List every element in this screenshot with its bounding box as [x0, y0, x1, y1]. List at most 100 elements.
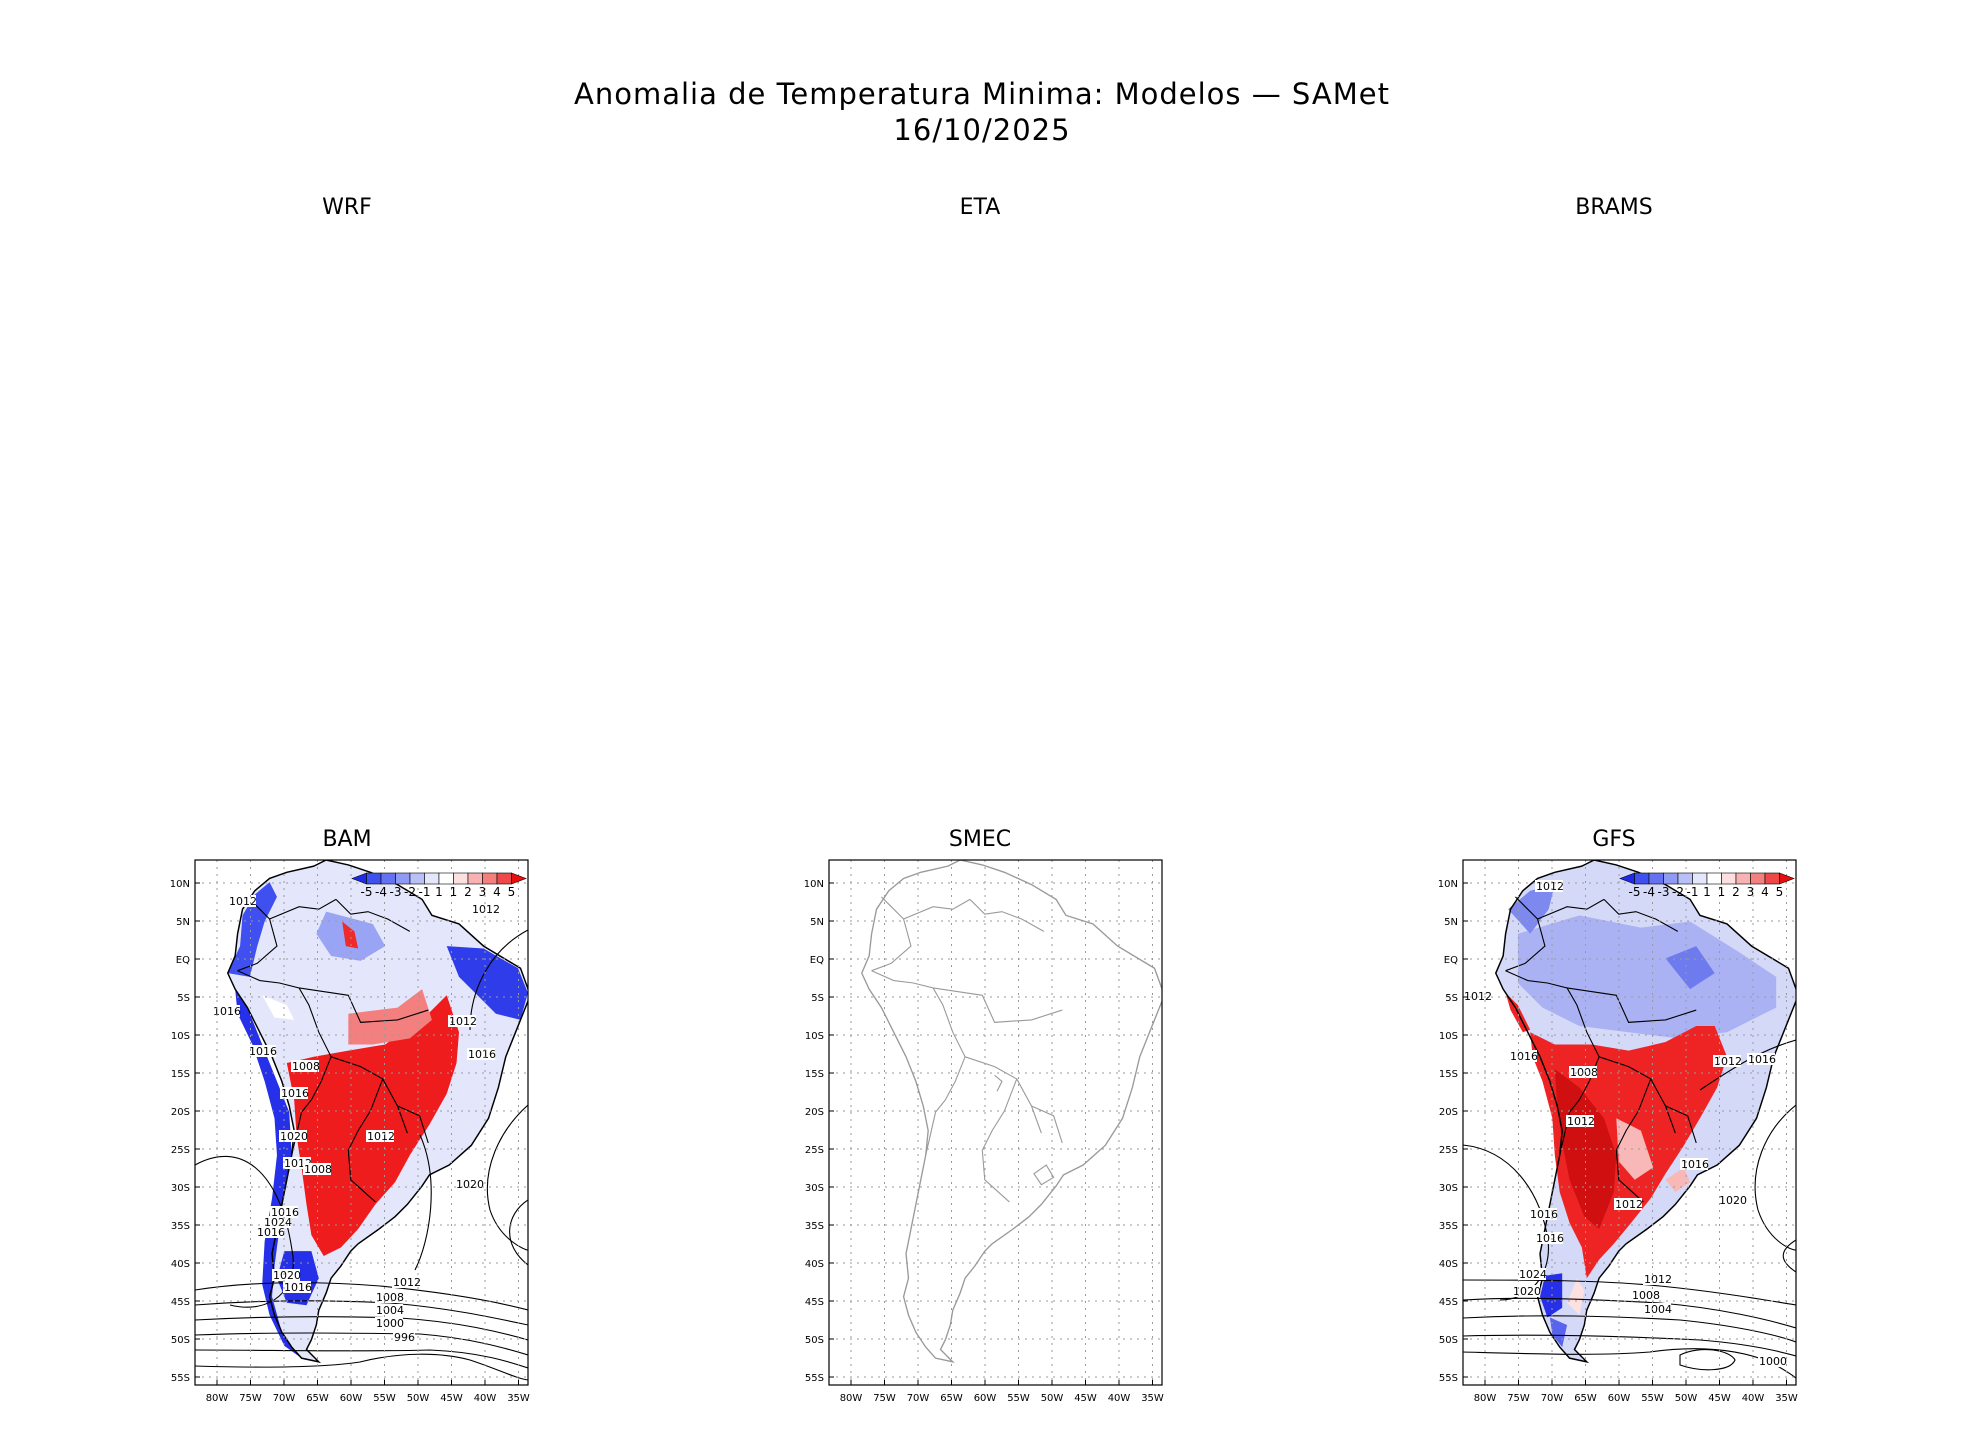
lat-tick-label: 50S	[805, 1335, 824, 1346]
isobar-label: 1016	[213, 1005, 241, 1018]
lat-tick-label: 40S	[171, 1259, 190, 1270]
lat-tick-label: 35S	[805, 1221, 824, 1232]
isobar-label: 1012	[1567, 1115, 1595, 1128]
colorbar-label: 5	[508, 885, 516, 899]
colorbar-swatch	[496, 872, 512, 885]
isobar-label: 1012	[1615, 1198, 1643, 1211]
bam-frame	[194, 859, 529, 1386]
isobar-label: 1020	[280, 1130, 308, 1143]
lat-tick-label: EQ	[176, 955, 190, 966]
smec-gridlines	[829, 860, 1162, 1385]
colorbar-label: -5	[361, 885, 373, 899]
colorbar-label: 1	[1703, 885, 1711, 899]
colorbar-label: 1	[1718, 885, 1726, 899]
lon-tick-label: 65W	[1574, 1393, 1597, 1404]
lat-tick-label: 50S	[171, 1335, 190, 1346]
lat-tick-label: 10N	[170, 879, 190, 890]
lat-tick-label: 5S	[177, 993, 190, 1004]
lat-tick-label: 30S	[805, 1183, 824, 1194]
lat-tick-label: 35S	[1439, 1221, 1458, 1232]
lat-tick-label: 15S	[1439, 1069, 1458, 1080]
isobar-label: 1008	[292, 1060, 320, 1073]
isobar-label: 1012	[472, 903, 500, 916]
lon-tick-label: 60W	[340, 1393, 363, 1404]
isobar-label: 1020	[1719, 1194, 1747, 1207]
colorbar-label: 2	[464, 885, 472, 899]
colorbar-swatch	[424, 872, 440, 885]
colorbar-swatch	[467, 872, 483, 885]
colorbar-label: -1	[419, 885, 431, 899]
isobar-label: 1012	[1714, 1055, 1742, 1068]
colorbar-swatch	[395, 872, 411, 885]
isobar-label: 1012	[1644, 1273, 1672, 1286]
isobar-label: 1008	[1632, 1289, 1660, 1302]
lon-tick-label: 50W	[1675, 1393, 1698, 1404]
isobar-label: 1016	[1510, 1050, 1538, 1063]
lon-tick-label: 50W	[407, 1393, 430, 1404]
colorbar-swatch	[1764, 872, 1780, 885]
colorbar-swatch	[438, 872, 454, 885]
lat-tick-label: 25S	[805, 1145, 824, 1156]
lat-tick-label: 15S	[805, 1069, 824, 1080]
colorbar-swatch	[1677, 872, 1693, 885]
figure-date: 16/10/2025	[893, 113, 1071, 147]
lat-tick-label: 45S	[805, 1297, 824, 1308]
smec-coastlines	[861, 860, 1162, 1363]
smec-frame	[828, 859, 1163, 1386]
lat-tick-label: 15S	[171, 1069, 190, 1080]
lon-tick-label: 65W	[306, 1393, 329, 1404]
bam-colorbar: -5 -4 -3 -2 -1 1 1 2 3 4 5	[351, 872, 527, 899]
isobar-label: 996	[394, 1331, 415, 1344]
figure-title: Anomalia de Temperatura Minima: Modelos …	[574, 77, 1390, 111]
gfs-isobar-labels: 1012 1012 1016 1008 1012 1012 1016 1016 …	[1463, 880, 1787, 1368]
isobar-label: 1000	[1759, 1355, 1787, 1368]
colorbar-label: 2	[1732, 885, 1740, 899]
lon-tick-label: 35W	[507, 1393, 530, 1404]
colorbar-swatch	[482, 872, 498, 885]
lat-tick-label: 5S	[811, 993, 824, 1004]
lat-tick-label: 5N	[176, 917, 190, 928]
isobar-label: 1012	[393, 1276, 421, 1289]
colorbar-swatch	[453, 872, 469, 885]
isobar-label: 1016	[1530, 1208, 1558, 1221]
lat-tick-label: 30S	[171, 1183, 190, 1194]
lat-tick-label: 25S	[171, 1145, 190, 1156]
colorbar-swatch	[1706, 872, 1722, 885]
lat-tick-label: 10S	[171, 1031, 190, 1042]
isobar-label: 1012	[367, 1130, 395, 1143]
colorbar-label: -4	[375, 885, 387, 899]
lat-tick-label: 50S	[1439, 1335, 1458, 1346]
isobar-label: 1024	[1519, 1268, 1547, 1281]
smec-map: 10N 5N EQ 5S 10S 15S 20S 25S 30S 35S 40S 45S 50S 55S 8…	[804, 859, 1164, 1404]
bam-anomaly-field	[227, 860, 528, 1363]
colorbar-swatch	[1648, 872, 1664, 885]
gfs-colorbar: -5 -4 -3 -2 -1 1 1 2 3 4 5	[1619, 872, 1795, 899]
colorbar-label: 1	[435, 885, 443, 899]
colorbar-label: 3	[1747, 885, 1755, 899]
colorbar-arrow-right	[1779, 872, 1795, 885]
colorbar-label: -5	[1629, 885, 1641, 899]
colorbar-swatch	[1634, 872, 1650, 885]
isobar-label: 1004	[376, 1304, 404, 1317]
isobar-label: 1020	[273, 1269, 301, 1282]
gfs-map: 1012 1012 1016 1008 1012 1012 1016 1016 …	[1438, 859, 1798, 1404]
lon-tick-label: 75W	[1507, 1393, 1530, 1404]
lon-tick-label: 35W	[1141, 1393, 1164, 1404]
bam-map: 1012 1012 1016 1012 1008 1016 1012 1016 …	[170, 859, 530, 1404]
smec-axis-ticks: 10N 5N EQ 5S 10S 15S 20S 25S 30S 35S 40S 45S 50S 55S 8…	[804, 879, 1164, 1404]
lon-tick-label: 75W	[873, 1393, 896, 1404]
lon-tick-label: 80W	[206, 1393, 229, 1404]
colorbar-swatch	[1692, 872, 1708, 885]
isobar-label: 1012	[449, 1015, 477, 1028]
lat-tick-label: 10N	[1438, 879, 1458, 890]
isobar-label: 1008	[376, 1291, 404, 1304]
colorbar-swatch	[1721, 872, 1737, 885]
lat-tick-label: 20S	[1439, 1107, 1458, 1118]
colorbar-swatch	[409, 872, 425, 885]
lat-tick-label: 10S	[1439, 1031, 1458, 1042]
colorbar-label: -3	[390, 885, 402, 899]
lat-tick-label: EQ	[1444, 955, 1458, 966]
colorbar-label: -4	[1643, 885, 1655, 899]
lon-tick-label: 45W	[440, 1393, 463, 1404]
